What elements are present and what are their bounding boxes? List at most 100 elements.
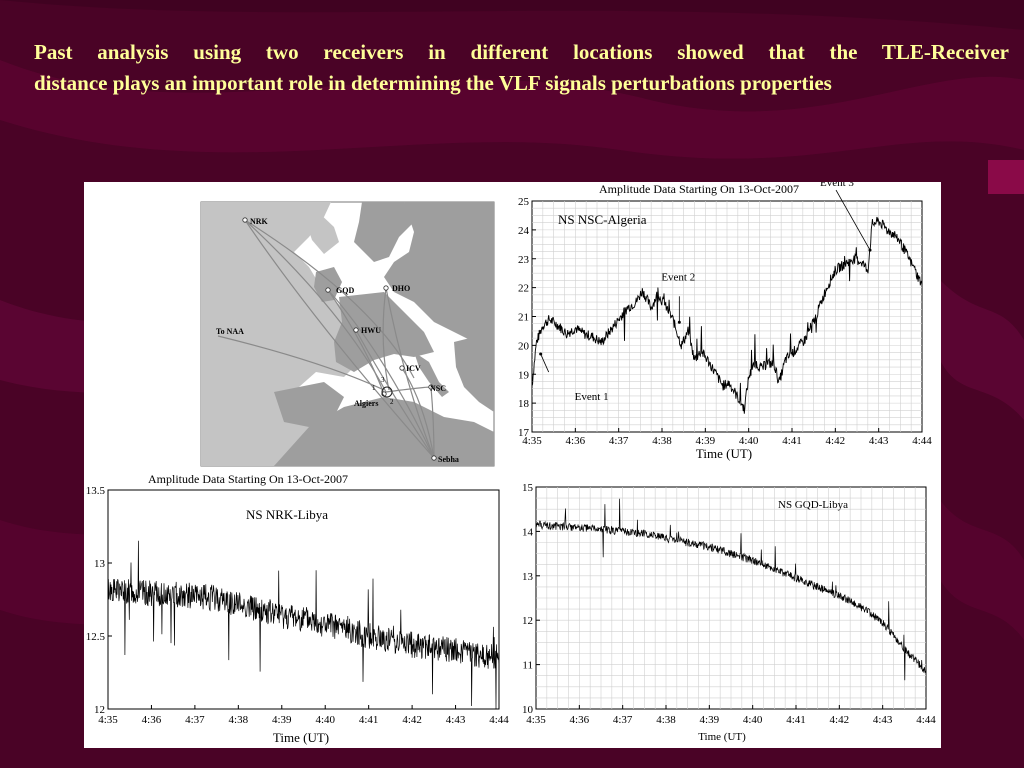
station-label: NRK xyxy=(250,217,269,226)
x-tick-label: 4:36 xyxy=(566,435,586,447)
y-tick-label: 12.5 xyxy=(86,631,106,643)
title-line-2: distance plays an important role in dete… xyxy=(34,71,832,95)
x-axis-label: Time (UT) xyxy=(696,446,752,461)
station-label: DHO xyxy=(392,284,410,293)
y-tick-label: 13 xyxy=(522,571,534,583)
station-dot xyxy=(399,365,405,371)
y-tick-label: 14 xyxy=(522,526,534,538)
station-label: ICV xyxy=(406,364,421,373)
x-tick-label: 4:39 xyxy=(272,714,292,726)
x-tick-label: 4:35 xyxy=(526,714,546,726)
x-axis-label: Time (UT) xyxy=(273,730,329,745)
x-tick-label: 4:37 xyxy=(613,714,633,726)
station-dot xyxy=(383,285,389,291)
britain-landmass xyxy=(314,267,342,302)
x-axis-label: Time (UT) xyxy=(698,731,746,743)
x-tick-label: 4:35 xyxy=(522,435,542,447)
scandinavia-outline xyxy=(306,210,339,254)
eastern-europe-landmass xyxy=(384,202,494,342)
y-tick-label: 15 xyxy=(522,482,534,494)
y-tick-label: 11 xyxy=(522,660,533,672)
series-line xyxy=(107,540,500,710)
chart-nrk-libya: 4:35 4:36 4:37 4:38 4:39 4:40 4:41 4:42 4:43 4:44… xyxy=(86,472,510,745)
x-tick-label: 4:37 xyxy=(609,435,629,447)
balkans-landmass xyxy=(454,332,494,412)
chart-title: Amplitude Data Starting On 13-Oct-2007 xyxy=(599,182,799,196)
y-tick-label: 18 xyxy=(518,398,530,410)
x-tick-label: 4:38 xyxy=(656,714,676,726)
x-tick-label: 4:38 xyxy=(229,714,249,726)
x-tick-label: 4:39 xyxy=(696,435,716,447)
figure-panel: NRK GQD DHO To NAA HWU ICV NSC Algiers Sebha 1 2 3 … xyxy=(84,182,941,748)
series-annotation: NS GQD-Libya xyxy=(778,499,848,511)
x-tick-label: 4:40 xyxy=(739,435,759,447)
x-tick-label: 4:40 xyxy=(315,714,335,726)
chart-title: Amplitude Data Starting On 13-Oct-2007 xyxy=(148,472,348,486)
x-tick-label: 4:42 xyxy=(402,714,422,726)
y-tick-label: 19 xyxy=(518,369,530,381)
x-tick-label: 4:44 xyxy=(912,435,932,447)
y-tick-label: 20 xyxy=(518,340,530,352)
x-tick-label: 4:39 xyxy=(700,714,720,726)
title-line-1: Past analysis using two receivers in dif… xyxy=(34,40,1009,64)
x-tick-label: 4:38 xyxy=(652,435,672,447)
y-tick-label: 13.5 xyxy=(86,485,106,497)
north-africa-landmass xyxy=(274,397,494,466)
station-dot xyxy=(242,217,248,223)
x-tick-label: 4:36 xyxy=(570,714,590,726)
ocean-region xyxy=(201,202,362,466)
y-tick-label: 12 xyxy=(94,704,105,716)
station-dot xyxy=(428,384,434,390)
series-line xyxy=(535,498,927,681)
event-marker: Event 1 xyxy=(539,352,609,403)
x-tick-label: 4:35 xyxy=(98,714,118,726)
station-map: NRK GQD DHO To NAA HWU ICV NSC Algiers Sebha 1 2 3 xyxy=(200,201,495,467)
x-tick-label: 4:41 xyxy=(782,435,802,447)
event-label: Event 1 xyxy=(575,391,609,403)
slide-title: Past analysis using two receivers in dif… xyxy=(34,37,1009,99)
y-tick-label: 24 xyxy=(518,225,530,237)
station-label: Algiers xyxy=(354,399,378,408)
y-tick-label: 13 xyxy=(94,558,106,570)
station-label: Sebha xyxy=(438,455,459,464)
y-tick-label: 10 xyxy=(522,704,534,716)
path-mark: 1 xyxy=(372,384,376,392)
x-tick-label: 4:44 xyxy=(916,714,936,726)
x-tick-label: 4:42 xyxy=(830,714,850,726)
y-tick-label: 22 xyxy=(518,283,529,295)
x-tick-label: 4:36 xyxy=(142,714,162,726)
series-annotation: NS NRK-Libya xyxy=(246,507,328,522)
station-dot xyxy=(353,327,359,333)
norway-landmass xyxy=(354,202,414,262)
station-dot xyxy=(431,455,437,461)
chart-nsc-algeria: 4:35 4:36 4:37 4:38 4:39 4:40 4:41 4:42 4:43 4:44… xyxy=(518,182,932,461)
station-label: GQD xyxy=(336,286,354,295)
x-tick-label: 4:41 xyxy=(786,714,806,726)
event-label: Event 2 xyxy=(661,271,695,283)
iberia-landmass xyxy=(274,382,344,427)
x-tick-label: 4:44 xyxy=(489,714,509,726)
x-tick-label: 4:43 xyxy=(446,714,466,726)
y-tick-label: 23 xyxy=(518,254,530,266)
path-mark: 3 xyxy=(381,376,385,384)
x-tick-label: 4:43 xyxy=(873,714,893,726)
propagation-paths xyxy=(217,219,435,459)
receiver-circle xyxy=(381,386,393,398)
path-mark: 2 xyxy=(390,398,394,406)
y-tick-label: 25 xyxy=(518,196,530,208)
event-marker: Event 3 xyxy=(820,182,872,252)
x-tick-label: 4:41 xyxy=(359,714,379,726)
event-label: Event 3 xyxy=(820,182,854,189)
station-label: To NAA xyxy=(216,327,244,336)
gridlines xyxy=(532,201,922,432)
x-tick-label: 4:42 xyxy=(826,435,846,447)
x-tick-label: 4:40 xyxy=(743,714,763,726)
y-tick-label: 17 xyxy=(518,427,530,439)
station-dot xyxy=(325,287,331,293)
gridlines xyxy=(536,487,926,709)
station-label: HWU xyxy=(361,326,381,335)
event-marker: Event 2 xyxy=(661,271,695,324)
series-line xyxy=(531,216,923,414)
western-europe-landmass xyxy=(334,292,434,372)
